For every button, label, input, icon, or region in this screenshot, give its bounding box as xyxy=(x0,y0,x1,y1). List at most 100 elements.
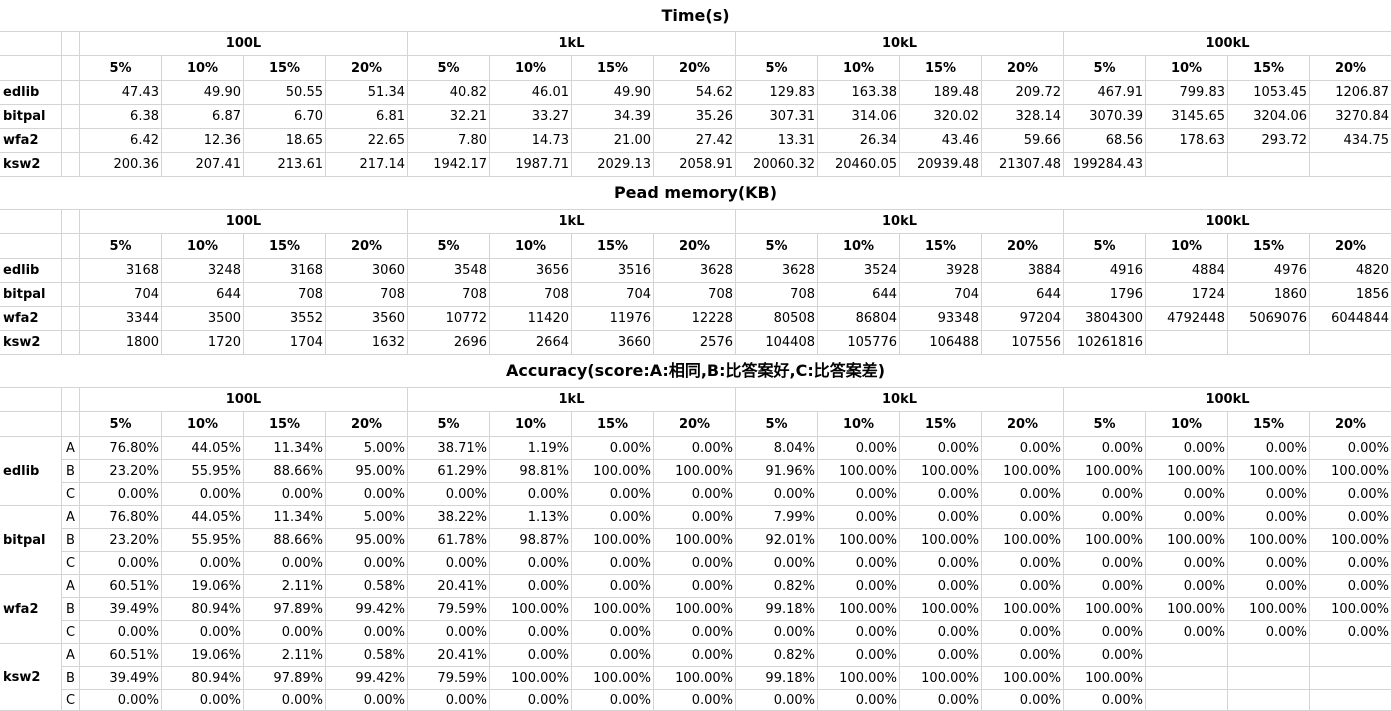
value-cell[interactable]: 100.00% xyxy=(1228,529,1310,552)
value-cell[interactable]: 0.00% xyxy=(80,552,162,575)
value-cell[interactable]: 100.00% xyxy=(1146,460,1228,483)
value-cell[interactable]: 3660 xyxy=(572,331,654,355)
value-cell[interactable]: 100.00% xyxy=(900,460,982,483)
value-cell[interactable]: 0.00% xyxy=(162,690,244,711)
value-cell[interactable]: 163.38 xyxy=(818,81,900,105)
value-cell[interactable]: 8.04% xyxy=(736,437,818,460)
value-cell[interactable]: 100.00% xyxy=(1310,529,1392,552)
value-cell[interactable]: 1860 xyxy=(1228,283,1310,307)
value-cell[interactable]: 49.90 xyxy=(162,81,244,105)
value-cell[interactable]: 14.73 xyxy=(490,129,572,153)
value-cell[interactable]: 467.91 xyxy=(1064,81,1146,105)
value-cell[interactable]: 1720 xyxy=(162,331,244,355)
value-cell[interactable]: 3168 xyxy=(244,259,326,283)
value-cell[interactable]: 100.00% xyxy=(1064,667,1146,690)
value-cell[interactable]: 80.94% xyxy=(162,598,244,621)
value-cell[interactable]: 0.00% xyxy=(408,621,490,644)
value-cell[interactable]: 2664 xyxy=(490,331,572,355)
value-cell[interactable]: 80508 xyxy=(736,307,818,331)
value-cell[interactable]: 12228 xyxy=(654,307,736,331)
value-cell[interactable]: 55.95% xyxy=(162,529,244,552)
value-cell[interactable]: 23.20% xyxy=(80,529,162,552)
value-cell[interactable]: 100.00% xyxy=(982,598,1064,621)
value-cell[interactable]: 3628 xyxy=(736,259,818,283)
value-cell[interactable]: 98.87% xyxy=(490,529,572,552)
value-cell[interactable]: 1724 xyxy=(1146,283,1228,307)
value-cell[interactable]: 80.94% xyxy=(162,667,244,690)
value-cell[interactable]: 100.00% xyxy=(654,667,736,690)
value-cell[interactable]: 11976 xyxy=(572,307,654,331)
value-cell[interactable]: 100.00% xyxy=(1228,598,1310,621)
value-cell[interactable]: 105776 xyxy=(818,331,900,355)
value-cell[interactable]: 0.00% xyxy=(1228,437,1310,460)
value-cell[interactable]: 4884 xyxy=(1146,259,1228,283)
value-cell[interactable]: 0.00% xyxy=(490,621,572,644)
value-cell[interactable]: 4820 xyxy=(1310,259,1392,283)
value-cell[interactable]: 39.49% xyxy=(80,598,162,621)
value-cell[interactable]: 0.00% xyxy=(900,644,982,667)
value-cell[interactable]: 39.49% xyxy=(80,667,162,690)
value-cell[interactable]: 5.00% xyxy=(326,437,408,460)
value-cell[interactable]: 100.00% xyxy=(572,598,654,621)
value-cell[interactable]: 0.00% xyxy=(982,644,1064,667)
value-cell[interactable]: 97.89% xyxy=(244,598,326,621)
value-cell[interactable]: 0.00% xyxy=(572,621,654,644)
value-cell[interactable]: 100.00% xyxy=(490,598,572,621)
value-cell[interactable]: 644 xyxy=(818,283,900,307)
value-cell[interactable]: 95.00% xyxy=(326,529,408,552)
value-cell[interactable]: 106488 xyxy=(900,331,982,355)
value-cell[interactable]: 100.00% xyxy=(900,667,982,690)
value-cell[interactable]: 0.00% xyxy=(80,690,162,711)
value-cell[interactable]: 3145.65 xyxy=(1146,105,1228,129)
value-cell[interactable]: 0.00% xyxy=(982,690,1064,711)
value-cell[interactable]: 293.72 xyxy=(1228,129,1310,153)
value-cell[interactable]: 0.00% xyxy=(326,690,408,711)
value-cell[interactable]: 1632 xyxy=(326,331,408,355)
value-cell[interactable]: 100.00% xyxy=(490,667,572,690)
value-cell[interactable]: 2058.91 xyxy=(654,153,736,177)
value-cell[interactable] xyxy=(1228,644,1310,667)
value-cell[interactable] xyxy=(1146,690,1228,711)
value-cell[interactable] xyxy=(1310,690,1392,711)
value-cell[interactable]: 76.80% xyxy=(80,437,162,460)
value-cell[interactable]: 11.34% xyxy=(244,437,326,460)
value-cell[interactable]: 6044844 xyxy=(1310,307,1392,331)
value-cell[interactable]: 0.00% xyxy=(818,552,900,575)
value-cell[interactable]: 20.41% xyxy=(408,644,490,667)
value-cell[interactable]: 21.00 xyxy=(572,129,654,153)
value-cell[interactable]: 1704 xyxy=(244,331,326,355)
value-cell[interactable]: 0.00% xyxy=(326,552,408,575)
value-cell[interactable]: 0.00% xyxy=(408,483,490,506)
value-cell[interactable]: 104408 xyxy=(736,331,818,355)
value-cell[interactable]: 0.00% xyxy=(654,552,736,575)
value-cell[interactable]: 35.26 xyxy=(654,105,736,129)
value-cell[interactable]: 0.00% xyxy=(654,506,736,529)
value-cell[interactable]: 5069076 xyxy=(1228,307,1310,331)
value-cell[interactable]: 100.00% xyxy=(900,529,982,552)
value-cell[interactable]: 0.00% xyxy=(736,552,818,575)
value-cell[interactable]: 129.83 xyxy=(736,81,818,105)
value-cell[interactable] xyxy=(1228,153,1310,177)
value-cell[interactable] xyxy=(1146,667,1228,690)
value-cell[interactable]: 0.00% xyxy=(1310,506,1392,529)
value-cell[interactable]: 49.90 xyxy=(572,81,654,105)
value-cell[interactable]: 6.70 xyxy=(244,105,326,129)
value-cell[interactable]: 23.20% xyxy=(80,460,162,483)
value-cell[interactable]: 0.00% xyxy=(818,621,900,644)
value-cell[interactable]: 0.00% xyxy=(572,483,654,506)
value-cell[interactable]: 0.00% xyxy=(1310,483,1392,506)
value-cell[interactable]: 32.21 xyxy=(408,105,490,129)
value-cell[interactable]: 3548 xyxy=(408,259,490,283)
value-cell[interactable]: 97204 xyxy=(982,307,1064,331)
value-cell[interactable]: 0.00% xyxy=(408,552,490,575)
value-cell[interactable]: 19.06% xyxy=(162,644,244,667)
value-cell[interactable]: 0.00% xyxy=(900,575,982,598)
value-cell[interactable]: 93348 xyxy=(900,307,982,331)
value-cell[interactable]: 0.00% xyxy=(818,483,900,506)
value-cell[interactable]: 3552 xyxy=(244,307,326,331)
value-cell[interactable]: 0.00% xyxy=(1228,483,1310,506)
value-cell[interactable]: 3070.39 xyxy=(1064,105,1146,129)
value-cell[interactable]: 59.66 xyxy=(982,129,1064,153)
value-cell[interactable]: 60.51% xyxy=(80,644,162,667)
value-cell[interactable]: 3628 xyxy=(654,259,736,283)
